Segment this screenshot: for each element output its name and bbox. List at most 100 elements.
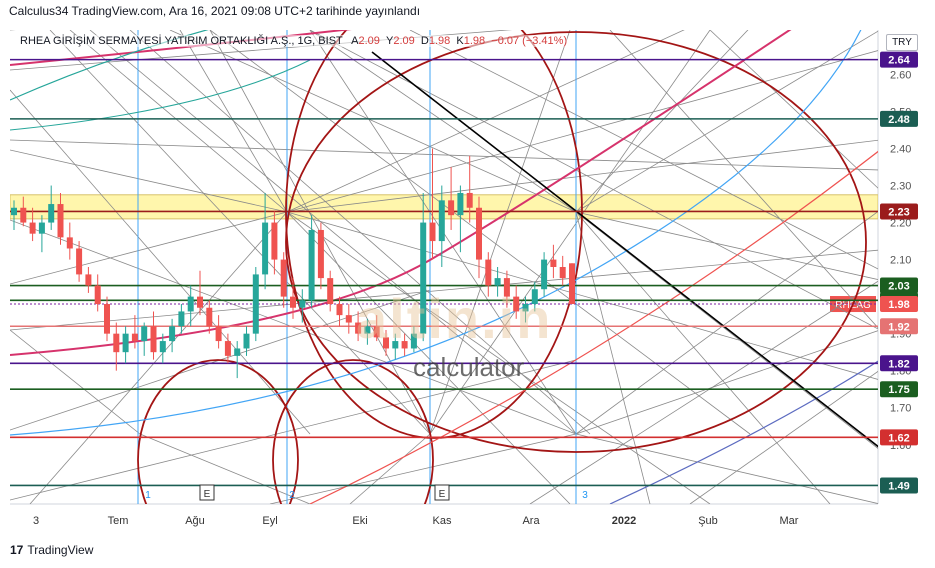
- time-tick-label: 2022: [612, 515, 636, 527]
- curved-arc: [309, 150, 878, 504]
- candle-body: [178, 311, 185, 327]
- legend-low: 1.98: [428, 35, 451, 47]
- candle-body: [364, 326, 371, 334]
- event-markers-layer: 1 E 2 E 3: [145, 484, 588, 501]
- gann-fan-line: [269, 433, 577, 504]
- candle-body: [494, 278, 501, 286]
- time-tick-label: Eyl: [262, 515, 277, 527]
- earnings-event-marker: [199, 484, 215, 501]
- tradingview-logo-icon: 17: [10, 543, 24, 557]
- candle-body: [392, 341, 399, 349]
- gann-fan-line: [286, 50, 878, 213]
- gann-fan-line: [286, 139, 878, 213]
- candle-body: [541, 259, 548, 290]
- candle-body: [345, 315, 352, 323]
- symbol-legend: RHEA GİRİŞİM SERMAYESİ YATIRIM ORTAKLIĞI…: [20, 35, 568, 47]
- gann-fan-line: [89, 30, 577, 435]
- gann-fan-line: [10, 329, 141, 435]
- time-tick-label: Ağu: [185, 515, 205, 527]
- candle-body: [252, 274, 259, 334]
- candle-body: [66, 237, 73, 249]
- price-level-label: 1.49: [888, 480, 909, 492]
- currency-button[interactable]: TRY: [886, 34, 918, 51]
- gann-fan-line: [409, 30, 878, 270]
- price-level-tag: [880, 318, 918, 335]
- cycle-number-label: 3: [582, 490, 588, 501]
- gann-fan-line: [609, 30, 878, 329]
- red-circle-arc: [285, 31, 867, 453]
- price-level-tag: [880, 203, 918, 220]
- gann-fan-line: [169, 30, 577, 213]
- red-circle-arc: [272, 359, 434, 504]
- candle-body: [262, 222, 269, 275]
- candle-body: [234, 348, 241, 356]
- legend-symbol: RHEA GİRİŞİM SERMAYESİ YATIRIM ORTAKLIĞI…: [20, 35, 343, 47]
- gann-fan-line: [709, 30, 878, 189]
- candle-body: [159, 341, 166, 353]
- candle-body: [150, 326, 157, 353]
- candle-body: [169, 326, 176, 342]
- price-level-label: 2.23: [888, 206, 909, 218]
- price-level-label: 1.92: [888, 321, 909, 333]
- candle-body: [355, 322, 362, 334]
- price-level-label: 1.75: [888, 384, 909, 396]
- legend-close-label: K: [456, 35, 464, 47]
- gann-fan-line: [10, 359, 577, 501]
- legend-open-label: A: [351, 35, 359, 47]
- curved-arc: [10, 30, 209, 101]
- gann-fan-line: [575, 330, 878, 435]
- cycle-number-label: 2: [289, 490, 295, 501]
- legend-low-label: D: [420, 35, 429, 47]
- horizontal-levels-layer: [10, 58, 878, 487]
- drawings-layer: [10, 30, 878, 504]
- gann-fan-line: [10, 149, 288, 213]
- time-tick-label: Eki: [352, 515, 367, 527]
- time-tick-label: Ara: [522, 515, 540, 527]
- candle-body: [141, 326, 148, 342]
- candle-body: [29, 222, 36, 234]
- candle-body: [197, 296, 203, 308]
- gann-fan-line: [429, 30, 571, 435]
- candle-body: [336, 304, 343, 316]
- event-marker-label: E: [204, 489, 211, 500]
- gann-fan-line: [575, 211, 878, 280]
- time-tick-label: 3: [33, 515, 39, 527]
- curved-arc: [10, 59, 311, 131]
- gann-fan-line: [139, 433, 311, 504]
- candle-body: [299, 300, 306, 308]
- candle-body: [271, 222, 278, 260]
- curved-arc: [609, 360, 878, 504]
- candle-body: [104, 304, 110, 334]
- candle-body: [531, 289, 538, 305]
- candle-body: [280, 259, 287, 297]
- candle-body: [401, 341, 408, 349]
- candle-body: [410, 333, 417, 349]
- candle-body: [38, 222, 45, 234]
- price-tick-label: 2.30: [890, 181, 911, 193]
- cycle-number-label: 1: [145, 490, 151, 501]
- gann-fan-line: [529, 280, 878, 504]
- candle-body: [383, 337, 389, 349]
- plot-area[interactable]: 1 E 2 E 3 altin.in calculator: [10, 30, 878, 504]
- gann-fan-line: [575, 30, 749, 213]
- price-axis: 2.602.502.402.302.202.102.001.901.801.70…: [830, 30, 918, 504]
- price-level-label: 2.03: [888, 281, 909, 293]
- price-level-tag: [880, 429, 918, 446]
- watermark-brand: altin.in: [356, 287, 553, 350]
- candles-layer: [11, 148, 575, 379]
- event-marker-label: E: [439, 489, 446, 500]
- plot-svg: 1 E 2 E 3: [10, 30, 878, 504]
- price-tick-label: 2.60: [890, 69, 911, 81]
- candle-body: [373, 326, 380, 338]
- candle-body: [522, 304, 529, 312]
- candle-body: [327, 278, 334, 305]
- gann-fan-line: [575, 210, 878, 435]
- candle-body: [206, 307, 213, 327]
- last-price-label: 1.98: [888, 299, 909, 311]
- candle-body: [94, 285, 101, 305]
- candle-body: [457, 192, 464, 216]
- price-level-label: 2.48: [888, 114, 909, 126]
- candle-body: [476, 207, 482, 260]
- candle-body: [215, 326, 222, 342]
